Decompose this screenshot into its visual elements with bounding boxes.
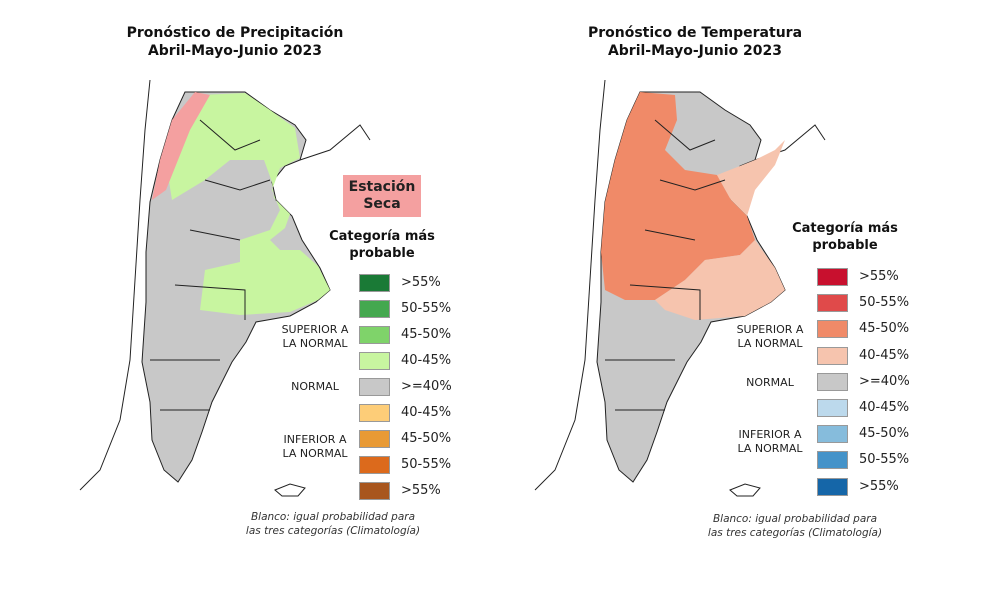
temperature-title: Pronóstico de Temperatura Abril-Mayo-Jun…: [545, 24, 845, 60]
legend-swatch: [359, 456, 390, 474]
group-line: INFERIOR A: [738, 428, 802, 441]
note-line: Blanco: igual probabilidad para: [712, 513, 878, 525]
legend-label: 45-50%: [401, 431, 452, 446]
group-line: LA NORMAL: [737, 442, 803, 455]
legend-label: 40-45%: [401, 405, 452, 420]
note-line: Blanco: igual probabilidad para: [250, 511, 416, 523]
note-line: las tres categorías (Climatología): [245, 525, 421, 537]
group-superior: SUPERIOR A LA NORMAL: [270, 323, 360, 351]
legend-label: 40-45%: [401, 353, 452, 368]
legend-label: >=40%: [859, 373, 910, 389]
legend-label: 50-55%: [401, 457, 452, 472]
legend-swatch: [817, 294, 848, 313]
legend-swatch: [359, 404, 390, 422]
province-borders: [150, 119, 271, 411]
region-above-normal-45-50: [601, 92, 755, 300]
legend-label: >55%: [859, 478, 899, 494]
group-normal: NORMAL: [746, 376, 794, 389]
badge-line: Estación: [348, 179, 416, 195]
legend-label: >55%: [859, 269, 899, 284]
legend-swatch: [817, 372, 848, 391]
legend-swatch: [817, 346, 848, 365]
legend-label: 45-50%: [401, 327, 452, 342]
legend-label: 40-45%: [859, 347, 910, 363]
legend-swatch: [817, 425, 848, 444]
climatology-note: Blanco: igual probabilidad para las tres …: [695, 512, 895, 540]
legend-swatch: [359, 352, 390, 370]
group-normal: NORMAL: [291, 380, 339, 393]
legend-label: >55%: [401, 275, 441, 290]
legend-swatch: [817, 451, 848, 470]
group-line: LA NORMAL: [282, 447, 348, 460]
dry-season-badge: Estación Seca: [343, 175, 421, 217]
legend-label: 50-55%: [859, 452, 910, 468]
legend-label: >=40%: [401, 379, 452, 394]
legend-title: Categoría más probable: [785, 220, 905, 254]
group-line: SUPERIOR A: [736, 323, 804, 336]
legend-label: >55%: [401, 483, 441, 498]
title-line: Pronóstico de Precipitación: [126, 25, 344, 41]
climatology-note: Blanco: igual probabilidad para las tres …: [233, 510, 433, 538]
legend-label: 50-55%: [401, 301, 452, 316]
group-line: LA NORMAL: [737, 337, 803, 350]
group-line: LA NORMAL: [282, 337, 348, 350]
legend-swatch: [359, 378, 390, 396]
title-line: Pronóstico de Temperatura: [587, 25, 803, 41]
legend-swatch: [817, 268, 848, 286]
legend-swatch: [359, 482, 390, 500]
group-superior: SUPERIOR A LA NORMAL: [725, 323, 815, 351]
legend-swatch: [359, 274, 390, 292]
title-period: Abril-Mayo-Junio 2023: [607, 43, 783, 59]
legend-label: 45-50%: [859, 321, 910, 337]
legend-swatch: [817, 320, 848, 339]
group-inferior: INFERIOR A LA NORMAL: [270, 433, 360, 461]
legend-swatch: [359, 326, 390, 344]
group-line: INFERIOR A: [283, 433, 347, 446]
region-above-normal-40-45: [655, 140, 785, 320]
note-line: las tres categorías (Climatología): [707, 527, 883, 539]
temperature-map: [534, 79, 826, 497]
dry-season-region: [152, 92, 210, 200]
region-above-normal-40-45: [168, 93, 330, 315]
group-inferior: INFERIOR A LA NORMAL: [725, 428, 815, 456]
legend-title-line: Categoría más: [329, 229, 435, 244]
group-line: SUPERIOR A: [281, 323, 349, 336]
legend-label: 40-45%: [859, 400, 910, 415]
legend-swatch: [817, 477, 848, 496]
province-borders: [605, 119, 726, 411]
legend-title: Categoría más probable: [322, 228, 442, 262]
precipitation-title: Pronóstico de Precipitación Abril-Mayo-J…: [85, 24, 385, 60]
legend-title-line: Categoría más: [792, 221, 898, 236]
badge-line: Seca: [363, 196, 401, 212]
legend-swatch: [359, 300, 390, 318]
legend-swatch: [359, 430, 390, 448]
legend-title-line: probable: [349, 246, 415, 261]
malvinas-islands: [729, 483, 761, 497]
legend-title-line: probable: [812, 238, 878, 253]
legend-label: 45-50%: [859, 426, 910, 442]
legend-swatch: [817, 399, 848, 417]
title-period: Abril-Mayo-Junio 2023: [147, 43, 323, 59]
legend-label: 50-55%: [859, 295, 910, 311]
precipitation-map: [79, 79, 371, 497]
malvinas-islands: [274, 483, 306, 497]
